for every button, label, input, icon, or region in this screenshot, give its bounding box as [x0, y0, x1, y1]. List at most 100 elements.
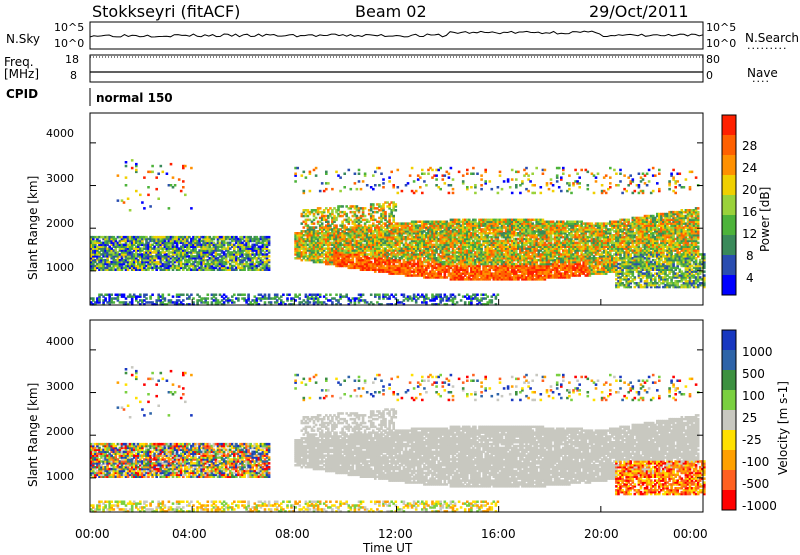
heatmap-cell — [501, 188, 504, 191]
heatmap-cell — [431, 169, 434, 172]
heatmap-cell — [392, 184, 395, 187]
heatmap-cell — [442, 178, 445, 181]
heatmap-cell — [215, 294, 218, 297]
heatmap-cell — [341, 205, 344, 208]
heatmap-cell — [319, 294, 322, 297]
heatmap-cell — [335, 171, 338, 174]
heatmap-cell — [335, 224, 338, 227]
heatmap-cell — [425, 301, 428, 304]
heatmap-cell — [511, 169, 514, 172]
heatmap-cell — [439, 167, 442, 170]
heatmap-cell — [147, 186, 150, 189]
heatmap-cell — [135, 169, 138, 172]
heatmap-cell — [335, 294, 338, 297]
heatmap-cell — [460, 299, 463, 302]
heatmap-cell — [184, 194, 187, 197]
heatmap-cell — [397, 192, 400, 195]
heatmap-cell — [164, 297, 167, 300]
heatmap-cell — [233, 301, 236, 304]
heatmap-cell — [439, 188, 442, 191]
heatmap-cell — [489, 180, 492, 183]
heatmap-cell — [401, 190, 404, 193]
heatmap-cell — [129, 209, 132, 212]
heatmap-cell — [409, 174, 412, 177]
heatmap-cell — [421, 169, 424, 172]
heatmap-cell — [282, 294, 285, 297]
heatmap-cell — [270, 301, 273, 304]
heatmap-cell — [174, 184, 177, 187]
heatmap-cell — [149, 205, 152, 208]
heatmap-cell — [448, 192, 451, 195]
heatmap-cell — [237, 297, 240, 300]
heatmap-cell — [395, 203, 398, 206]
heatmap-cell — [454, 295, 457, 298]
heatmap-cell — [294, 180, 297, 183]
heatmap-cell — [350, 188, 353, 191]
heatmap-cell — [331, 301, 334, 304]
heatmap-cell — [419, 176, 422, 179]
heatmap-cell — [268, 255, 271, 258]
heatmap-cell — [395, 209, 398, 212]
heatmap-cell — [321, 222, 324, 225]
heatmap-cell — [448, 173, 451, 176]
heatmap-cell — [315, 174, 318, 177]
heatmap-cell — [378, 184, 381, 187]
heatmap-cell — [309, 301, 312, 304]
heatmap-cell — [484, 169, 487, 172]
heatmap-cell — [313, 222, 316, 225]
heatmap-cell — [360, 188, 363, 191]
heatmap-cell — [268, 265, 271, 268]
heatmap-cell — [135, 190, 138, 193]
heatmap-cell — [286, 297, 289, 300]
heatmap-cell — [288, 294, 291, 297]
heatmap-cell — [155, 188, 158, 191]
heatmap-cell — [131, 167, 134, 170]
heatmap-cell — [268, 249, 271, 252]
heatmap-cell — [162, 171, 165, 174]
heatmap-cell — [462, 180, 465, 183]
heatmap-cell — [472, 167, 475, 170]
heatmap-cell — [303, 190, 306, 193]
heatmap-cell — [125, 165, 128, 168]
heatmap-cell — [207, 297, 210, 300]
heatmap-cell — [356, 188, 359, 191]
heatmap-cell — [172, 176, 175, 179]
heatmap-cell — [372, 203, 375, 206]
heatmap-cell — [151, 171, 154, 174]
heatmap-cell — [413, 180, 416, 183]
heatmap-cell — [147, 194, 150, 197]
heatmap-cell — [480, 184, 483, 187]
heatmap-cell — [466, 173, 469, 176]
heatmap-cell — [397, 186, 400, 189]
heatmap-cell — [182, 299, 185, 302]
heatmap-cell — [343, 173, 346, 176]
heatmap-cell — [378, 167, 381, 170]
heatmap-cell — [395, 294, 398, 297]
heatmap-cell — [435, 174, 438, 177]
heatmap-cell — [421, 192, 424, 195]
heatmap-cell — [497, 186, 500, 189]
heatmap-cell — [305, 176, 308, 179]
heatmap-cell — [499, 174, 502, 177]
heatmap-cell — [319, 207, 322, 210]
heatmap-cell — [358, 180, 361, 183]
heatmap-cell — [450, 184, 453, 187]
heatmap-cell — [464, 301, 467, 304]
heatmap-cell — [380, 173, 383, 176]
heatmap-cell — [348, 169, 351, 172]
heatmap-cell — [403, 294, 406, 297]
heatmap-cell — [125, 184, 128, 187]
heatmap-cell — [476, 173, 479, 176]
heatmap-cell — [301, 174, 304, 177]
heatmap-cell — [207, 301, 210, 304]
heatmap-cell — [374, 171, 377, 174]
heatmap-cell — [190, 294, 193, 297]
heatmap-cell — [143, 176, 146, 179]
heatmap-cell — [511, 178, 514, 181]
heatmap-cell — [474, 219, 477, 222]
heatmap-cell — [382, 178, 385, 181]
heatmap-cell — [182, 186, 185, 189]
heatmap-cell — [444, 182, 447, 185]
heatmap-cell — [125, 161, 128, 164]
